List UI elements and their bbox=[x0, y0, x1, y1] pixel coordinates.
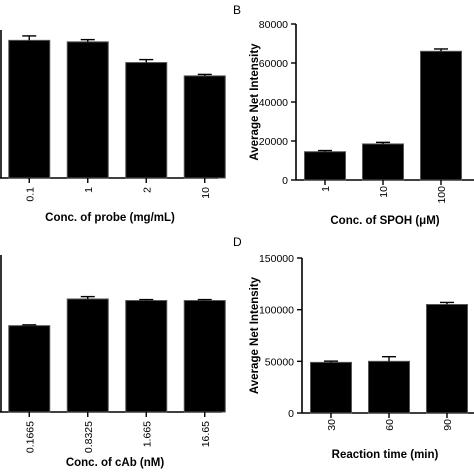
x-tick-label: 1 bbox=[320, 186, 332, 192]
y-tick-label: 20000 bbox=[259, 136, 288, 148]
x-axis-title: Conc. of cAb (nM) bbox=[66, 457, 165, 469]
y-axis-title: Average Net Intensity bbox=[249, 276, 261, 394]
bar bbox=[368, 360, 410, 414]
chart-panel-c: 0.1665 0.8325 1.665 16.65 Conc. of cAb (nM) bbox=[0, 255, 226, 469]
x-tick-label: 100 bbox=[436, 186, 448, 204]
bar bbox=[362, 143, 404, 181]
bar bbox=[426, 304, 468, 414]
y-tick-label: 60000 bbox=[259, 58, 288, 70]
bar bbox=[183, 75, 226, 179]
x-tick-label: 1.665 bbox=[141, 421, 153, 447]
y-tick-label: 80000 bbox=[259, 19, 288, 31]
bar bbox=[310, 361, 352, 414]
chart-panel-b: 0 20000 40000 60000 80000 Average Net Intensi… bbox=[249, 19, 474, 227]
x-tick-label: 1 bbox=[83, 187, 95, 193]
x-tick-label: 16.65 bbox=[200, 421, 212, 447]
chart-panel-a: 0.1 1 2 10 Conc. of probe (mg/mL) bbox=[0, 30, 226, 224]
y-tick-label: 100000 bbox=[259, 305, 294, 317]
x-tick-label: 0.1665 bbox=[24, 421, 36, 453]
x-axis-title: Conc. of probe (mg/mL) bbox=[45, 212, 175, 224]
y-axis-title: Average Net Intensity bbox=[249, 43, 261, 161]
x-tick-label: 10 bbox=[378, 186, 390, 198]
bar bbox=[183, 300, 226, 413]
x-tick-label: 0.1 bbox=[24, 187, 36, 202]
x-tick-label: 90 bbox=[442, 419, 454, 431]
x-tick-label: 30 bbox=[326, 419, 338, 431]
y-tick-label: 0 bbox=[288, 408, 294, 420]
panel-letter-b: B bbox=[233, 3, 241, 17]
bar bbox=[8, 39, 51, 179]
x-tick-label: 2 bbox=[141, 187, 153, 193]
bar bbox=[66, 41, 109, 179]
x-tick-label: 60 bbox=[384, 419, 396, 431]
panel-letter-d: D bbox=[233, 235, 242, 249]
x-tick-label: 10 bbox=[200, 187, 212, 199]
bar bbox=[66, 298, 109, 413]
bar bbox=[125, 300, 168, 413]
x-tick-label: 0.8325 bbox=[83, 421, 95, 453]
x-axis-title: Conc. of SPOH (μM) bbox=[330, 215, 439, 227]
y-tick-label: 150000 bbox=[259, 253, 294, 265]
bar bbox=[8, 325, 51, 413]
y-tick-label: 40000 bbox=[259, 97, 288, 109]
y-tick-label: 50000 bbox=[265, 356, 294, 368]
chart-panel-d: 0 50000 100000 150000 Average Net Intensity 3… bbox=[249, 253, 474, 461]
x-axis-title: Reaction time (min) bbox=[332, 449, 439, 461]
bar bbox=[304, 151, 346, 181]
bar bbox=[420, 50, 462, 181]
y-tick-label: 0 bbox=[282, 175, 288, 187]
bar bbox=[125, 62, 168, 179]
